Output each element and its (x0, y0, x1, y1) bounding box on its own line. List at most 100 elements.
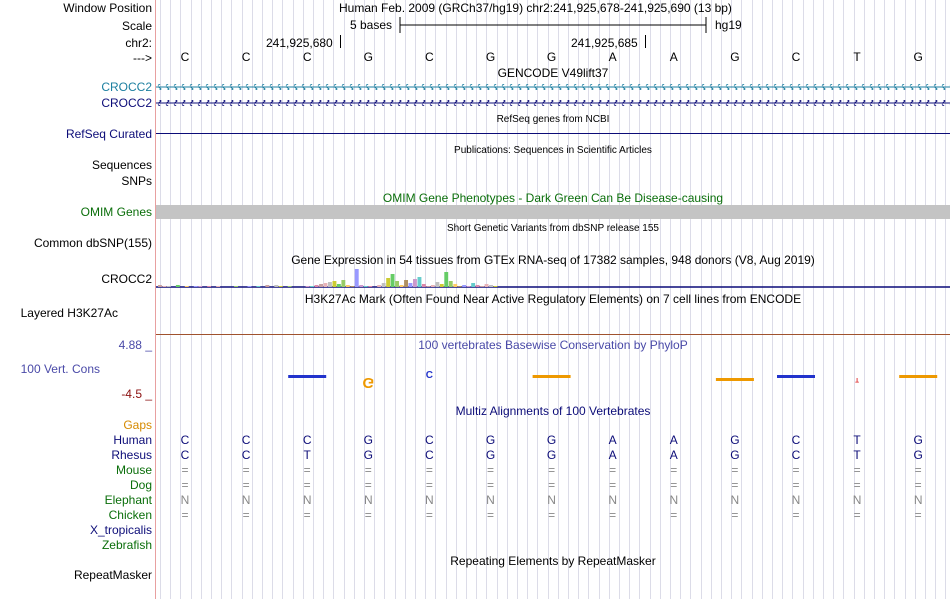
omim-gene-bar[interactable] (156, 205, 950, 219)
gtex-tissue-bar (350, 286, 355, 287)
omim-track-label[interactable]: OMIM Genes (80, 205, 152, 219)
species-label[interactable]: Elephant (104, 493, 152, 507)
alignment-base: = (853, 508, 861, 522)
gtex-gene-label[interactable]: CROCC2 (101, 272, 152, 286)
gtex-tissue-bar (489, 285, 493, 287)
gtex-tissue-bar (435, 282, 440, 287)
repeatmasker-track-label[interactable]: RepeatMasker (73, 568, 152, 582)
species-label[interactable]: X_tropicalis (89, 523, 152, 537)
gridline (251, 0, 253, 599)
gencode-gene-label-2[interactable]: CROCC2 (101, 96, 152, 110)
phylop-base-score (899, 375, 938, 378)
alignment-base: N (791, 493, 801, 507)
species-label[interactable]: Dog (129, 478, 152, 492)
gridline (200, 0, 202, 599)
alignment-base: = (731, 508, 739, 522)
phylop-base-score: G (362, 374, 374, 391)
gridline (904, 0, 906, 599)
coordinate-label-2: 241,925,685 (571, 36, 638, 50)
alignment-base: = (364, 508, 372, 522)
sequence-base: C (180, 50, 190, 64)
phylop-track-title: 100 vertebrates Basewise Conservation by… (418, 338, 688, 352)
gtex-tissue-bar (395, 281, 399, 287)
alignment-base: A (608, 433, 617, 447)
gtex-tissue-bar (457, 286, 462, 287)
alignment-base: C (302, 433, 312, 447)
gridline (476, 0, 478, 599)
gtex-tissue-bar (336, 284, 341, 287)
gtex-tissue-bar (310, 286, 314, 287)
omim-track-title: OMIM Gene Phenotypes - Dark Green Can Be… (382, 191, 724, 205)
alignment-base: N (852, 493, 862, 507)
gtex-tissue-bar (198, 286, 203, 287)
gtex-tissue-bar (413, 279, 417, 287)
gtex-track-title: Gene Expression in 54 tissues from GTEx … (291, 253, 815, 267)
alignment-base: = (609, 463, 617, 477)
gencode-track-title: GENCODE V49lift37 (497, 66, 609, 80)
gridline (833, 0, 835, 599)
h3k27ac-baseline[interactable] (156, 334, 950, 335)
gridline (190, 0, 192, 599)
gridline (588, 0, 590, 599)
gaps-track-label[interactable]: Gaps (123, 418, 152, 432)
alignment-base: = (670, 478, 678, 492)
gtex-tissue-bar (448, 281, 453, 287)
chrom-label: chr2: (125, 36, 152, 50)
species-label[interactable]: Mouse (115, 463, 152, 477)
species-label[interactable]: Human (113, 433, 152, 447)
alignment-base: N (913, 493, 923, 507)
gtex-tissue-bar (287, 286, 292, 287)
alignment-base: N (363, 493, 373, 507)
gtex-tissue-bar (247, 286, 252, 287)
gridline (404, 0, 406, 599)
cons-track-label[interactable]: 100 Vert. Cons (20, 362, 100, 376)
gtex-tissue-bar (256, 286, 261, 287)
gtex-tissue-bar (314, 285, 319, 287)
alignment-base: T (853, 448, 861, 462)
alignment-base: C (425, 433, 434, 447)
alignment-base: = (181, 478, 189, 492)
gtex-tissue-bar (466, 286, 471, 287)
sequences-track-label[interactable]: Sequences (91, 158, 152, 172)
gencode-gene-features[interactable] (156, 80, 950, 112)
species-label[interactable]: Zebrafish (101, 538, 152, 552)
refseq-track-label[interactable]: RefSeq Curated (65, 127, 152, 141)
gridline (649, 0, 651, 599)
gencode-gene-label-1[interactable]: CROCC2 (101, 80, 152, 94)
alignment-base: N (608, 493, 618, 507)
alignment-base: = (792, 463, 800, 477)
sequence-base: G (546, 50, 557, 64)
gtex-tissue-bar (408, 283, 413, 287)
species-label[interactable]: Chicken (108, 508, 152, 522)
alignment-base: = (670, 463, 678, 477)
gtex-tissue-bar (207, 286, 212, 287)
refseq-track-title: RefSeq genes from NCBI (496, 114, 610, 125)
gridline (537, 0, 539, 599)
gtex-tissue-bar (354, 269, 359, 287)
strand-arrow-label[interactable]: ---> (133, 51, 152, 65)
gtex-tissue-bar (341, 280, 346, 287)
gtex-expression-bars[interactable] (156, 266, 950, 290)
gtex-tissue-bar (377, 285, 382, 287)
gridline (455, 0, 457, 599)
browser-track-area[interactable]: Human Feb. 2009 (GRCh37/hg19) chr2:241,9… (156, 0, 950, 599)
species-label[interactable]: Rhesus (111, 448, 152, 462)
gtex-tissue-bar (480, 286, 484, 287)
gridline (486, 0, 488, 599)
alignment-base: G (363, 433, 373, 447)
gridline (721, 0, 722, 599)
h3k27ac-track-label[interactable]: Layered H3K27Ac (20, 306, 118, 320)
phylop-base-score (715, 378, 754, 381)
gridline (710, 0, 712, 599)
refseq-gene-line[interactable] (156, 133, 950, 134)
gtex-tissue-bar (471, 283, 476, 287)
gridline (670, 0, 671, 599)
publications-track-title: Publications: Sequences in Scientific Ar… (454, 145, 652, 156)
dbsnp-track-label[interactable]: Common dbSNP(155) (33, 236, 152, 250)
alignment-base: = (486, 478, 494, 492)
alignment-base: C (241, 433, 251, 447)
snps-track-label[interactable]: SNPs (121, 174, 152, 188)
gridline (680, 0, 682, 599)
phylop-base-score (288, 375, 327, 378)
